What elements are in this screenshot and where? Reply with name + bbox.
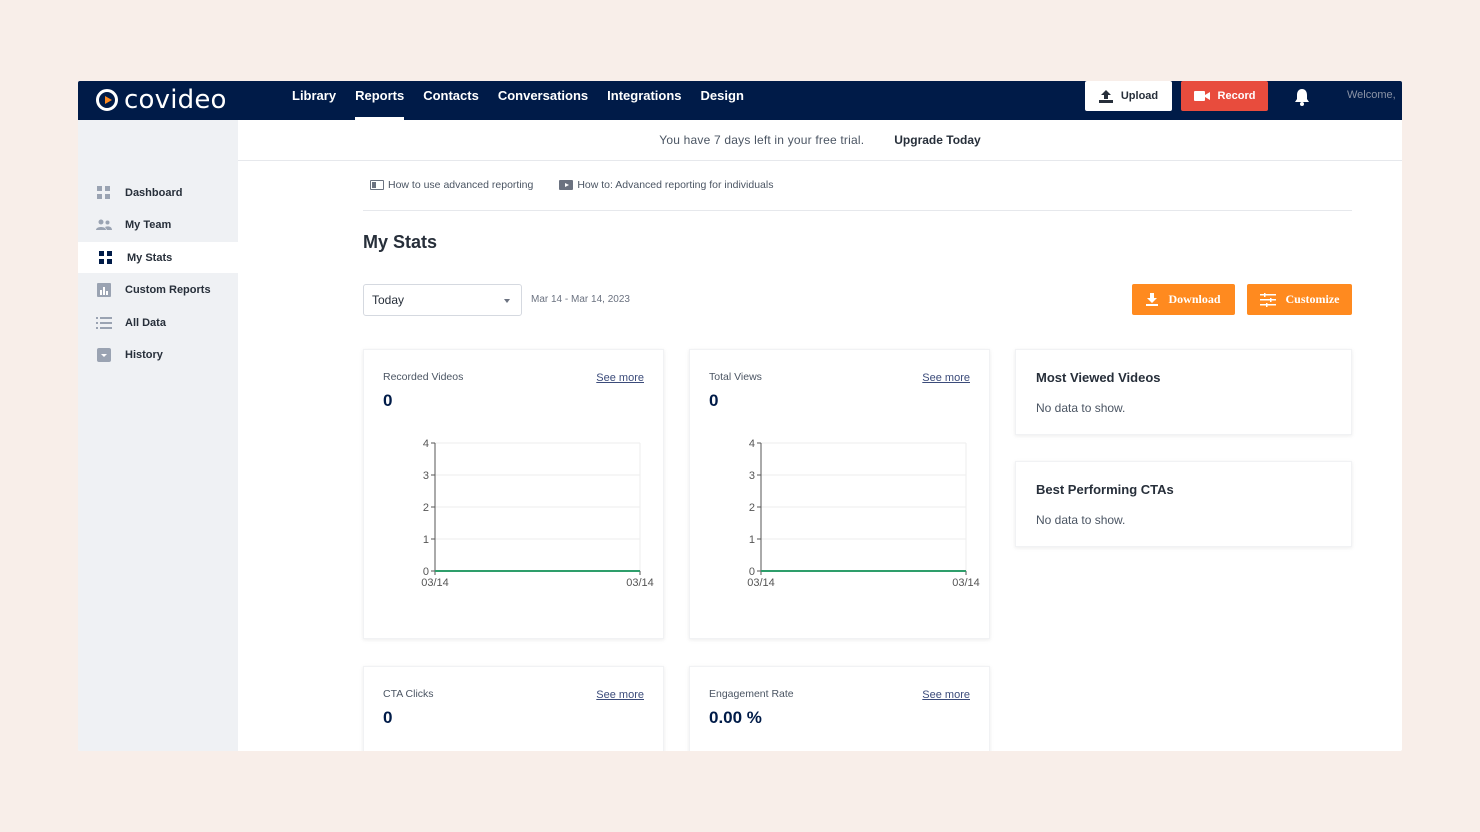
sidebar-item-custom-reports[interactable]: Custom Reports xyxy=(78,274,238,305)
card-label: Recorded Videos xyxy=(383,371,464,383)
recorded-videos-card: Recorded Videos See more 0 0 1 2 3 4 03/14 03/… xyxy=(363,349,664,639)
sidebar-item-dashboard[interactable]: Dashboard xyxy=(78,177,238,208)
card-title: Best Performing CTAs xyxy=(1036,482,1174,497)
team-icon xyxy=(96,218,112,232)
history-icon xyxy=(96,347,112,362)
nav-contacts[interactable]: Contacts xyxy=(423,88,479,103)
upload-button[interactable]: Upload xyxy=(1085,81,1172,111)
card-label: Total Views xyxy=(709,371,762,383)
card-title: Most Viewed Videos xyxy=(1036,370,1161,385)
download-label: Download xyxy=(1168,292,1221,306)
trial-message: You have 7 days left in your free trial. xyxy=(659,133,865,147)
stats-grid-icon xyxy=(98,250,114,265)
chart-x-tick-label: 03/14 xyxy=(421,577,449,589)
chevron-down-icon xyxy=(504,299,510,303)
video-camera-icon xyxy=(1193,91,1210,101)
nav-design[interactable]: Design xyxy=(700,88,744,103)
empty-state-text: No data to show. xyxy=(1036,513,1126,527)
see-more-link[interactable]: See more xyxy=(922,689,970,701)
sidebar-item-all-data[interactable]: All Data xyxy=(78,307,238,338)
nav-reports[interactable]: Reports xyxy=(355,81,405,120)
card-value: 0 xyxy=(383,391,393,410)
main-nav: Library Reports Contacts Conversations I… xyxy=(292,81,763,120)
help-link-individuals[interactable]: How to: Advanced reporting for individua… xyxy=(559,179,773,191)
chart-y-tick-label: 0 xyxy=(749,566,755,578)
chart-y-tick-label: 4 xyxy=(423,438,429,450)
cta-clicks-card: CTA Clicks See more 0 xyxy=(363,666,664,751)
chart-y-tick-label: 0 xyxy=(423,566,429,578)
upload-label: Upload xyxy=(1120,90,1159,102)
chart-y-tick-label: 1 xyxy=(423,534,429,546)
sidebar-item-label: Custom Reports xyxy=(125,283,211,296)
upload-icon xyxy=(1098,89,1113,103)
chart-x-tick-label: 03/14 xyxy=(952,577,980,589)
chart-x-tick-label: 03/14 xyxy=(626,577,654,589)
chart-y-tick-label: 2 xyxy=(423,502,429,514)
download-button[interactable]: Download xyxy=(1132,284,1235,315)
upgrade-today-link[interactable]: Upgrade Today xyxy=(894,133,981,147)
play-video-icon xyxy=(559,180,574,190)
book-icon xyxy=(370,180,384,190)
list-icon xyxy=(96,316,112,330)
grid-icon xyxy=(96,185,112,200)
total-views-card: Total Views See more 0 0 1 2 3 4 03/14 03/14 xyxy=(689,349,990,639)
customize-label: Customize xyxy=(1285,292,1340,306)
chart-x-tick-label: 03/14 xyxy=(747,577,775,589)
recorded-videos-chart: 0 1 2 3 4 03/14 03/14 xyxy=(421,438,654,589)
record-button[interactable]: Record xyxy=(1181,81,1268,111)
help-link-label: How to: Advanced reporting for individua… xyxy=(577,179,774,191)
sidebar-item-label: Dashboard xyxy=(125,186,183,199)
covideo-logo[interactable]: covideo xyxy=(96,86,227,114)
sidebar: Dashboard My Team My Stats Custom Report… xyxy=(78,120,238,751)
customize-button[interactable]: Customize xyxy=(1247,284,1352,315)
record-label: Record xyxy=(1217,90,1256,102)
sidebar-item-label: All Data xyxy=(125,316,166,329)
see-more-link[interactable]: See more xyxy=(922,372,970,384)
sidebar-item-my-team[interactable]: My Team xyxy=(78,209,238,240)
nav-conversations[interactable]: Conversations xyxy=(497,88,589,103)
best-performing-ctas-card: Best Performing CTAs No data to show. xyxy=(1015,461,1352,547)
select-value: Today xyxy=(372,293,405,307)
welcome-text[interactable]: Welcome, xyxy=(1347,89,1396,101)
app-window: covideo Library Reports Contacts Convers… xyxy=(78,81,1402,751)
bell-icon[interactable] xyxy=(1294,88,1310,106)
page-title: My Stats xyxy=(363,232,438,252)
sidebar-item-label: My Stats xyxy=(127,251,173,264)
sidebar-item-history[interactable]: History xyxy=(78,339,238,370)
empty-state-text: No data to show. xyxy=(1036,401,1126,415)
see-more-link[interactable]: See more xyxy=(596,372,644,384)
see-more-link[interactable]: See more xyxy=(596,689,644,701)
nav-integrations[interactable]: Integrations xyxy=(607,88,682,103)
card-value: 0.00 % xyxy=(709,708,762,727)
chart-y-tick-label: 4 xyxy=(749,438,755,450)
logo-text: covideo xyxy=(124,85,227,115)
top-navbar: covideo Library Reports Contacts Convers… xyxy=(78,81,1402,120)
card-value: 0 xyxy=(709,391,719,410)
help-link-label: How to use advanced reporting xyxy=(388,179,534,191)
sliders-icon xyxy=(1259,292,1276,307)
card-label: Engagement Rate xyxy=(709,688,794,700)
sidebar-item-label: History xyxy=(125,348,163,361)
nav-library[interactable]: Library xyxy=(292,88,337,103)
most-viewed-videos-card: Most Viewed Videos No data to show. xyxy=(1015,349,1352,435)
chart-y-tick-label: 2 xyxy=(749,502,755,514)
section-divider xyxy=(363,210,1352,211)
logo-mark-icon xyxy=(96,89,118,111)
trial-banner: You have 7 days left in your free trial.… xyxy=(238,120,1402,161)
total-views-chart: 0 1 2 3 4 03/14 03/14 xyxy=(747,438,980,589)
download-icon xyxy=(1146,293,1159,306)
engagement-rate-card: Engagement Rate See more 0.00 % xyxy=(689,666,990,751)
chart-y-tick-label: 3 xyxy=(749,470,755,482)
sidebar-item-my-stats[interactable]: My Stats xyxy=(78,242,238,273)
date-range-text: Mar 14 - Mar 14, 2023 xyxy=(531,294,630,305)
date-range-select[interactable]: Today xyxy=(363,284,522,316)
help-link-advanced-reporting[interactable]: How to use advanced reporting xyxy=(370,179,533,191)
chart-y-tick-label: 1 xyxy=(749,534,755,546)
chart-y-tick-label: 3 xyxy=(423,470,429,482)
bar-chart-icon xyxy=(96,282,112,297)
help-links: How to use advanced reporting How to: Ad… xyxy=(370,179,799,191)
card-value: 0 xyxy=(383,708,393,727)
card-label: CTA Clicks xyxy=(383,688,434,700)
sidebar-item-label: My Team xyxy=(125,218,172,231)
